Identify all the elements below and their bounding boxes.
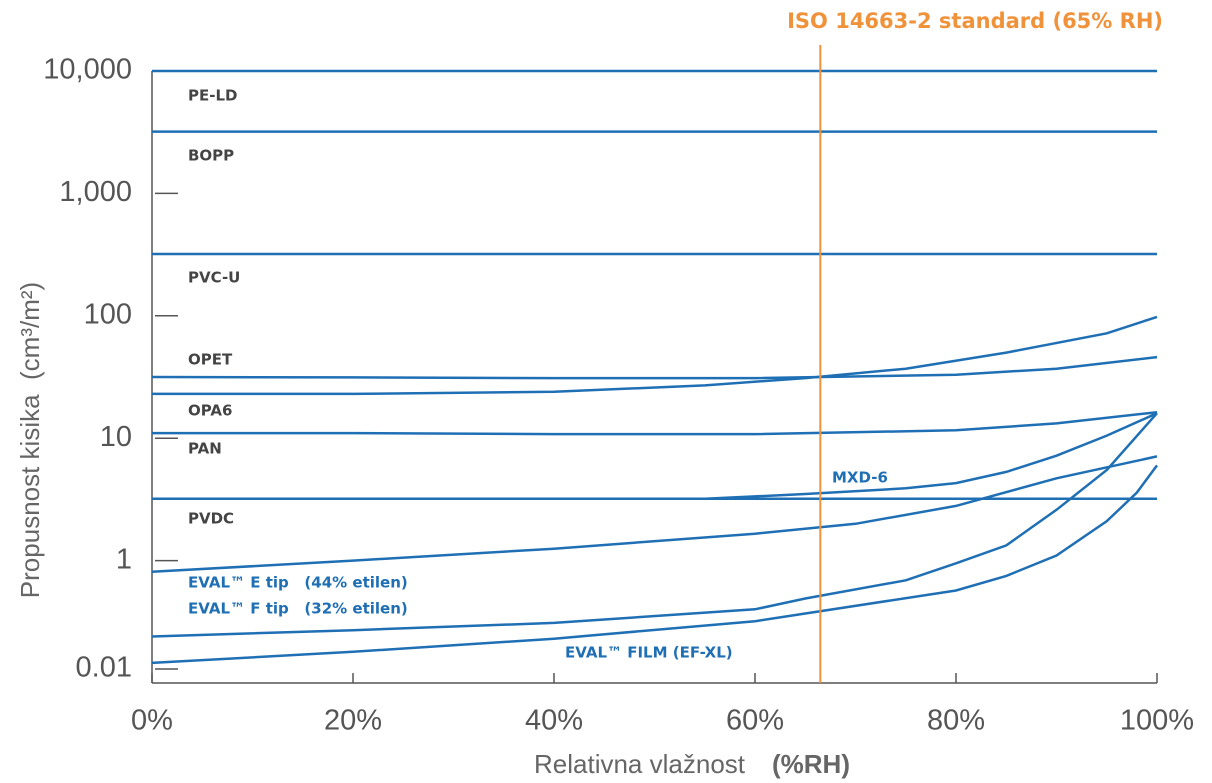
- x-tick-label: 100%: [1120, 705, 1194, 737]
- x-tick-label: 40%: [525, 705, 583, 737]
- series-line: [152, 410, 1158, 436]
- series-label: PAN: [188, 440, 222, 458]
- series-label: EVAL™ F tip (32% etilen): [188, 600, 408, 618]
- series-label: MXD-6: [832, 469, 888, 487]
- x-tick-label: 20%: [324, 705, 382, 737]
- annotation-label: ISO 14663-2 standard (65% RH): [787, 9, 1163, 33]
- y-tick-label: 10: [100, 421, 132, 453]
- series-line: [151, 455, 1158, 574]
- series-label: PE-LD: [188, 87, 237, 105]
- series-line: [704, 412, 1158, 501]
- series-line: [151, 464, 1159, 665]
- x-tick-label: 60%: [726, 705, 784, 737]
- x-tick-label: 0%: [131, 705, 173, 737]
- y-tick-label: 1,000: [59, 176, 132, 208]
- series-label: EVAL™ E tip (44% etilen): [188, 574, 408, 592]
- y-axis-title: Propusnost kisika (cm³/m²): [15, 282, 45, 598]
- series-label: PVC-U: [188, 269, 240, 287]
- series-label: OPET: [188, 351, 233, 369]
- x-axis-title: Relativna vlažnost: [534, 749, 746, 779]
- series-label: BOPP: [188, 147, 234, 165]
- series-line: [151, 412, 1158, 638]
- y-tick-label: 10,000: [43, 54, 132, 86]
- series-label: OPA6: [188, 402, 232, 420]
- series-label: PVDC: [188, 510, 234, 528]
- y-tick-label: 100: [84, 298, 132, 330]
- y-tick-label: 0.01: [76, 652, 132, 684]
- series-line: [151, 355, 1158, 380]
- x-tick-label: 80%: [927, 705, 985, 737]
- series-label: EVAL™ FILM (EF-XL): [565, 644, 733, 662]
- x-axis-unit: (%RH): [772, 749, 850, 779]
- series-line: [152, 315, 1158, 396]
- y-tick-label: 1: [116, 543, 132, 575]
